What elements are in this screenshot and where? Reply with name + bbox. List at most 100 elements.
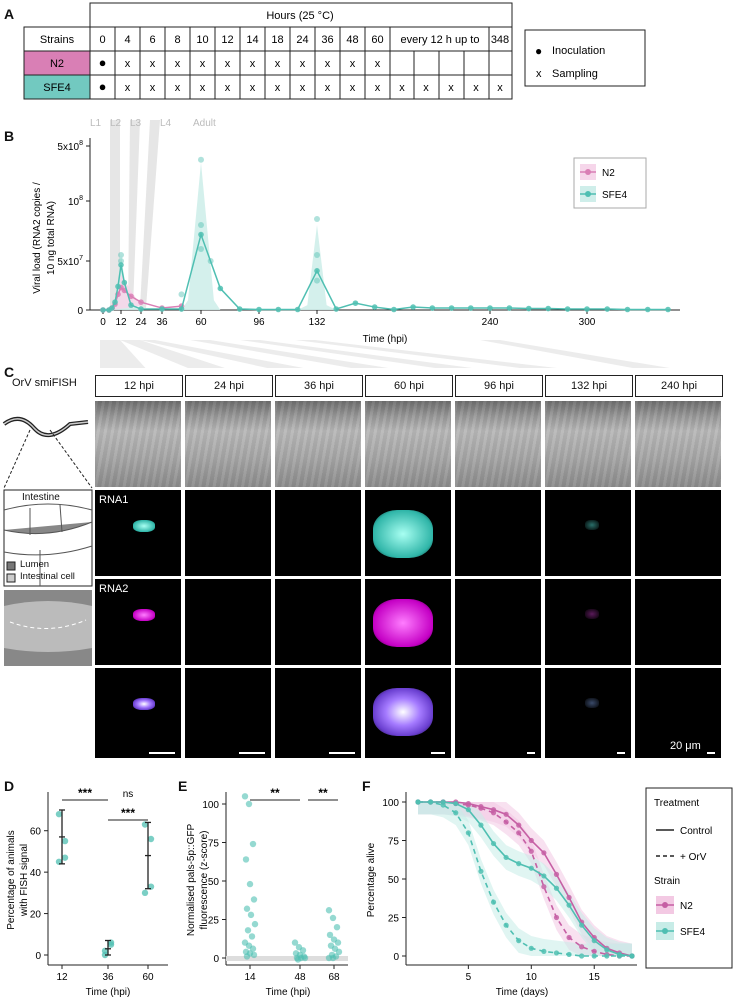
rna1-image — [275, 490, 361, 576]
e-ylabel-2: fluorescence (z-score) — [199, 831, 210, 930]
f-point — [604, 953, 610, 959]
fluorescence-signal — [133, 520, 155, 532]
b-point — [115, 283, 121, 290]
f-xlabel: Time (days) — [496, 987, 548, 998]
f-ytick: 0 — [393, 952, 399, 963]
b-point — [410, 304, 416, 310]
d-ytick: 60 — [30, 827, 42, 838]
sample-mark: x — [448, 82, 454, 94]
scale-bar — [431, 752, 445, 754]
f-point — [490, 899, 497, 905]
row-n2-label: N2 — [50, 58, 64, 70]
b-point — [217, 285, 224, 292]
sample-mark: x — [250, 58, 256, 70]
e-point — [335, 948, 343, 956]
f-xtick: 5 — [466, 972, 472, 983]
sample-mark: x — [375, 58, 381, 70]
hour-label-every: every 12 h up to — [401, 34, 480, 46]
e-ytick: 50 — [208, 877, 220, 888]
panel-c-letter: C — [4, 364, 15, 380]
f-point — [591, 948, 597, 954]
f-legend-orv: + OrV — [680, 852, 707, 863]
f-point — [566, 951, 572, 958]
sample-mark: x — [473, 82, 479, 94]
sample-mark: x — [399, 82, 405, 94]
b-xtick: 0 — [100, 317, 106, 328]
e-point — [246, 880, 254, 888]
f-point — [528, 837, 534, 844]
e-point — [245, 800, 253, 808]
b-point — [467, 305, 474, 311]
rna2-image — [545, 579, 631, 665]
sample-mark: x — [325, 58, 331, 70]
f-series-line — [418, 801, 632, 957]
d-sig-1: *** — [78, 786, 92, 800]
b-ytick: 5x107 — [57, 255, 83, 268]
b-point — [112, 299, 118, 305]
b-point — [448, 305, 455, 311]
f-point — [579, 922, 585, 928]
merge-image — [455, 668, 541, 758]
rna1-image — [365, 490, 451, 576]
fluorescence-signal — [373, 688, 433, 736]
f-point — [516, 861, 522, 867]
fluorescence-signal — [585, 609, 599, 619]
e-point — [243, 953, 251, 960]
f-point — [553, 950, 560, 956]
b-replicate — [198, 156, 204, 163]
rna2-image — [455, 579, 541, 665]
brightfield-image — [455, 401, 541, 487]
sample-mark: x — [150, 58, 156, 70]
e-point — [247, 911, 255, 919]
rna1-image — [185, 490, 271, 576]
hour-label: 6 — [149, 34, 155, 46]
f-point — [453, 800, 459, 807]
f-point — [604, 947, 610, 953]
b-point — [429, 305, 436, 311]
b-xtick: 12 — [115, 317, 127, 328]
hour-label: 48 — [346, 34, 358, 46]
b-xtick: 240 — [482, 317, 499, 328]
merge-image — [635, 668, 721, 758]
sample-mark: x — [300, 82, 306, 94]
b-point — [236, 306, 243, 312]
f-point — [415, 799, 421, 805]
brightfield-image — [95, 401, 181, 487]
f-legend-treatment: Treatment — [654, 798, 699, 809]
e-point — [242, 856, 250, 863]
b-point — [128, 293, 134, 300]
e-point — [291, 939, 299, 946]
sample-mark: x — [375, 82, 381, 94]
b-point — [118, 262, 124, 268]
b-replicate — [314, 252, 320, 258]
sample-mark: ● — [99, 55, 107, 70]
e-point — [249, 840, 257, 848]
e-point — [250, 951, 258, 959]
hour-label: 18 — [271, 34, 283, 46]
hour-label: 14 — [246, 34, 258, 46]
column-header: 60 hpi — [365, 375, 453, 397]
intestinal-cell-label: Intestinal cell — [20, 571, 75, 582]
b-legend-sfe4: SFE4 — [602, 190, 627, 201]
stage-l1: L1 — [90, 118, 102, 129]
b-point — [391, 306, 397, 313]
f-point — [503, 819, 509, 825]
b-point — [275, 306, 282, 313]
f-point — [503, 811, 509, 817]
sample-mark: x — [225, 82, 231, 94]
scale-bar — [527, 752, 535, 754]
b-point — [314, 268, 320, 274]
f-point — [465, 830, 471, 836]
e-point — [301, 954, 309, 962]
b-point — [545, 305, 551, 312]
sample-mark: ● — [99, 79, 107, 94]
f-ylabel: Percentage alive — [366, 842, 377, 917]
f-legend-control: Control — [680, 826, 712, 837]
b-series-line — [103, 232, 668, 311]
b-point — [487, 305, 493, 311]
sample-mark: x — [150, 82, 156, 94]
e-ytick: 100 — [202, 800, 219, 811]
e-point — [333, 924, 341, 931]
d-point — [55, 810, 63, 818]
panel-b-chart: L1 L2 L3 L4 Adult 0 5x107 108 5x108 0 12 24 36 6… — [32, 118, 680, 368]
